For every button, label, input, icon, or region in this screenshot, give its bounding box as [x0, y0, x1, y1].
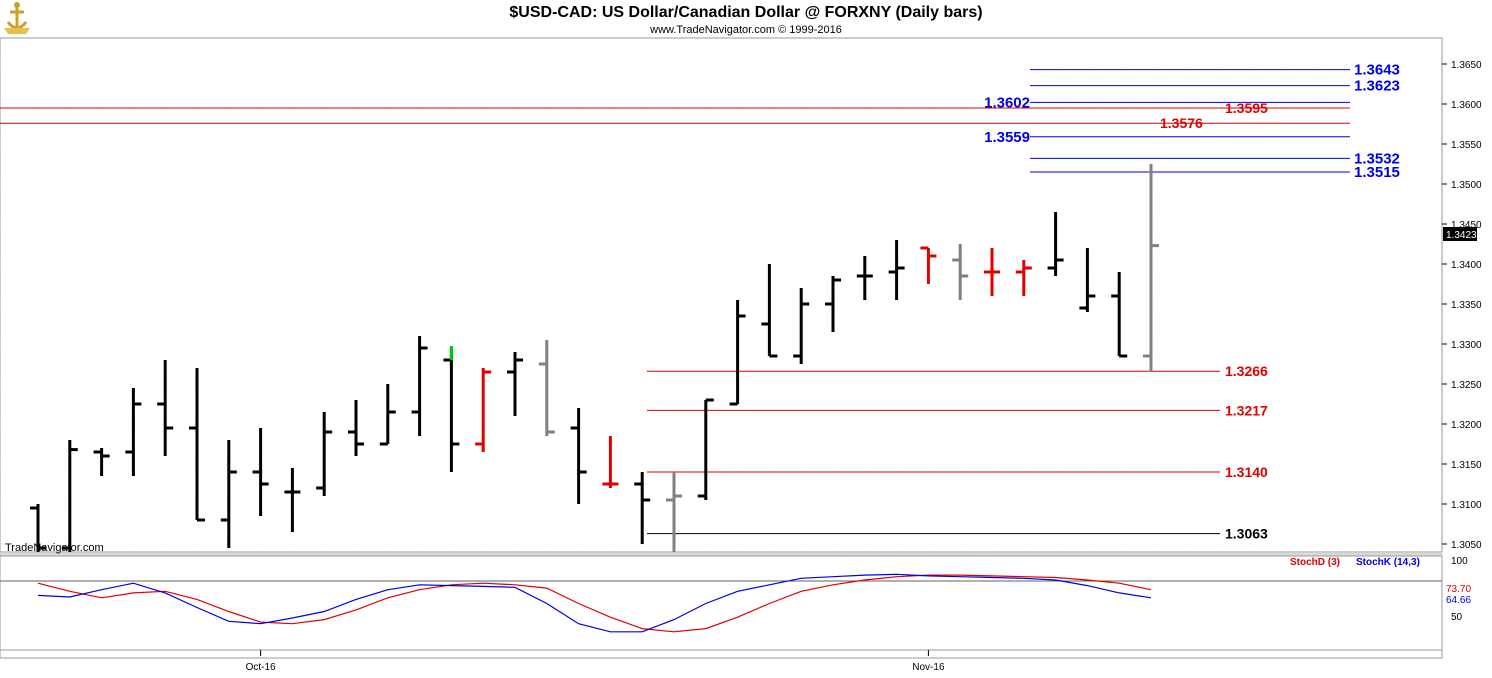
price-tick-label: 1.3550 — [1451, 140, 1482, 151]
ohlc-bar — [538, 340, 555, 436]
last-price-tag: 1.3423 — [1443, 227, 1477, 241]
ohlc-bar — [30, 504, 46, 552]
ohlc-bar — [761, 264, 778, 358]
price-tick-label: 1.3250 — [1451, 380, 1482, 391]
stochd-line — [37, 574, 1152, 633]
stochastic-lines — [0, 573, 1442, 633]
price-tick-label: 1.3300 — [1451, 340, 1482, 351]
ohlc-bar — [697, 398, 714, 500]
level-label: 1.3532 — [1354, 150, 1400, 167]
panel-divider — [0, 553, 1442, 556]
ohlc-bar — [666, 472, 682, 552]
ohlc-bar — [1047, 212, 1064, 276]
stochd-value-tag: 73.70 — [1443, 582, 1473, 595]
price-panel-frame — [0, 37, 1443, 553]
price-tick-label: 1.3350 — [1451, 300, 1482, 311]
price-tick-label: 1.3200 — [1451, 420, 1482, 431]
stochk-line — [37, 573, 1152, 633]
ohlc-bar — [1015, 260, 1032, 296]
price-tick-label: 1.3650 — [1451, 60, 1482, 71]
ohlc-bar — [125, 388, 142, 476]
stoch-panel-frame — [0, 555, 1443, 651]
price-tick-label: 1.3050 — [1451, 540, 1482, 551]
stoch-tick-label: 50 — [1451, 612, 1463, 623]
price-tick-label: 1.3450 — [1451, 220, 1482, 231]
stochk-legend: StochK (14,3) — [1356, 557, 1420, 568]
stochd-legend: StochD (3) — [1290, 557, 1340, 568]
level-label: 1.3063 — [1225, 526, 1268, 542]
ohlc-bar — [856, 256, 873, 300]
watermark-text: TradeNavigator.com — [5, 542, 104, 554]
level-label: 1.3515 — [1354, 164, 1400, 181]
ohlc-bar — [411, 336, 428, 436]
price-tick-label: 1.3100 — [1451, 500, 1482, 511]
price-axis: 1.3650 1.3600 1.3550 1.3500 1.3450 1.3400 1.33… — [1442, 60, 1482, 551]
level-label: 1.3643 — [1354, 62, 1400, 79]
date-tick-label: Nov-16 — [912, 662, 945, 673]
price-tick-label: 1.3500 — [1451, 180, 1482, 191]
ohlc-bar — [570, 408, 587, 504]
stochk-value: 64.66 — [1446, 595, 1471, 606]
ohlc-bar — [1111, 272, 1128, 358]
ohlc-bar — [1143, 164, 1159, 372]
ohlc-bar — [189, 368, 205, 522]
ohlc-bar — [825, 276, 841, 332]
stochk-value-tag: 64.66 — [1443, 593, 1473, 606]
date-axis: Oct-16 Nov-16 — [246, 650, 945, 673]
ohlc-bar — [475, 368, 492, 452]
ohlc-bar — [157, 360, 174, 456]
ohlc-bar — [316, 412, 333, 496]
ohlc-bar — [284, 468, 301, 532]
stochd-tag-bg — [1443, 582, 1473, 594]
level-label: 1.3623 — [1354, 78, 1400, 95]
ohlc-bar — [1079, 248, 1096, 312]
ohlc-bar — [634, 472, 651, 544]
ohlc-bars — [30, 164, 1159, 552]
level-label: 1.3595 — [1225, 100, 1268, 116]
ohlc-bar — [220, 440, 237, 548]
level-label: 1.3140 — [1225, 464, 1268, 480]
ohlc-bar — [443, 348, 460, 472]
ohlc-bar — [507, 352, 523, 416]
ohlc-bar — [984, 248, 1000, 296]
chart-subtitle: www.TradeNavigator.com © 1999-2016 — [649, 24, 842, 36]
chart-title: $USD-CAD: US Dollar/Canadian Dollar @ FO… — [509, 4, 982, 21]
level-label: 1.3217 — [1225, 402, 1268, 418]
price-tick-label: 1.3400 — [1451, 260, 1482, 271]
price-tick-label: 1.3150 — [1451, 460, 1482, 471]
anchor-logo-icon — [4, 2, 30, 34]
level-label: 1.3602 — [984, 94, 1030, 111]
price-tick-label: 1.3600 — [1451, 100, 1482, 111]
date-tick-label: Oct-16 — [246, 662, 276, 673]
level-label: 1.3576 — [1160, 115, 1203, 131]
ohlc-bar — [379, 384, 396, 446]
ohlc-bar — [952, 244, 969, 300]
ohlc-bar — [348, 400, 364, 456]
ohlc-bar — [602, 436, 619, 488]
level-label: 1.3266 — [1225, 363, 1268, 379]
stochk-tag-bg — [1443, 593, 1473, 605]
last-price-value: 1.3423 — [1446, 230, 1477, 241]
stoch-tick-label: 100 — [1451, 556, 1468, 567]
ohlc-bar — [61, 440, 78, 552]
ohlc-bar — [793, 288, 810, 364]
stochd-value: 73.70 — [1446, 584, 1471, 595]
ohlc-bar — [888, 240, 905, 300]
ohlc-bar — [252, 428, 269, 516]
ohlc-bar — [729, 300, 746, 406]
ohlc-bar — [920, 246, 937, 284]
level-label: 1.3559 — [984, 129, 1030, 146]
ohlc-bar — [93, 448, 110, 476]
date-axis-strip — [0, 649, 1443, 659]
